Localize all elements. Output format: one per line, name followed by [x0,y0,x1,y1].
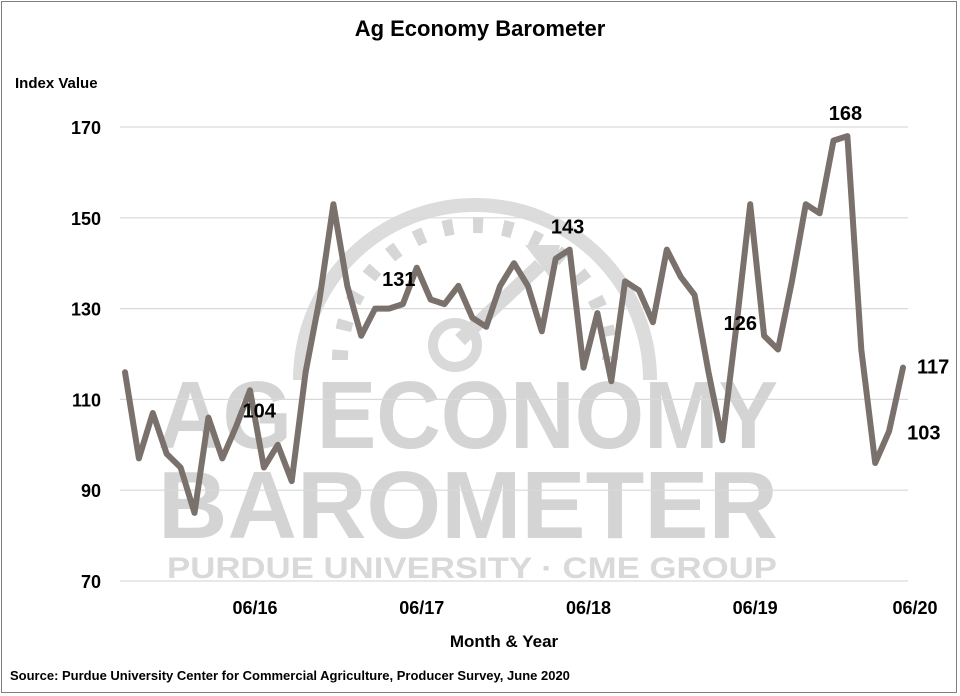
gridlines [120,126,908,582]
x-axis-label: Month & Year [450,632,559,651]
y-tick-label: 90 [81,481,101,501]
x-axis-ticks: 06/16 06/17 06/18 06/19 06/20 [233,598,938,618]
x-tick-label: 06/17 [399,598,444,618]
watermark-line3: PURDUE UNIVERSITY · CME GROUP [167,552,777,585]
series-line [122,133,906,516]
gauge-watermark-icon [293,198,657,381]
x-tick-label: 06/16 [233,598,278,618]
data-label: 117 [917,357,949,379]
data-label: 131 [382,269,415,291]
data-label: 126 [724,313,757,335]
data-label: 103 [907,423,940,445]
y-tick-label: 130 [71,300,101,320]
x-tick-label: 06/19 [733,598,778,618]
watermark-line2: BAROMETER [158,452,778,559]
data-label: 104 [242,401,276,423]
data-label: 168 [829,103,862,125]
data-labels: 104 131 143 126 168 117 103 [242,103,949,445]
y-tick-label: 150 [71,209,101,229]
y-axis-ticks: 70 90 110 130 150 170 [71,118,101,592]
chart-title: Ag Economy Barometer [355,16,606,41]
y-tick-label: 110 [72,390,101,410]
source-note: Source: Purdue University Center for Com… [10,668,570,683]
x-tick-label: 06/18 [566,598,611,618]
x-tick-label: 06/20 [892,598,937,618]
y-tick-label: 70 [81,572,101,592]
y-tick-label: 170 [71,118,101,138]
watermark: AG ECONOMY BAROMETER PURDUE UNIVERSITY ·… [158,198,778,585]
data-label: 143 [551,217,584,239]
series-layer [122,133,906,516]
y-axis-label: Index Value [15,75,98,92]
